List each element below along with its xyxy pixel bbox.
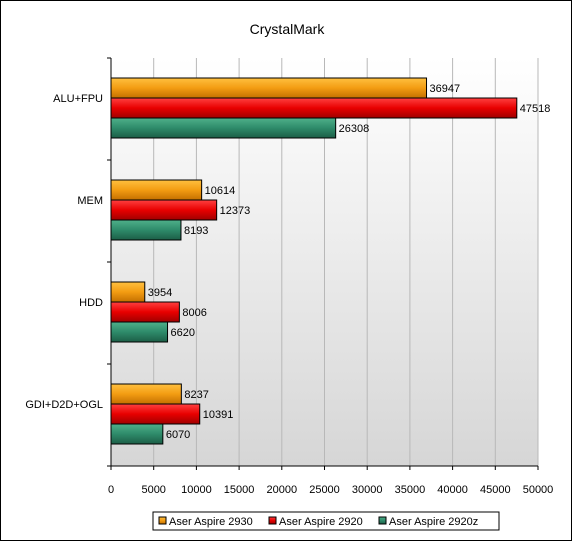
x-tick-label: 10000 (181, 484, 212, 496)
data-label: 8006 (182, 307, 206, 319)
bar (110, 321, 169, 343)
bar (110, 383, 182, 405)
legend-label-2930: Aser Aspire 2930 (169, 516, 253, 528)
x-tick-label: 5000 (141, 484, 165, 496)
bar (110, 281, 146, 303)
bar (110, 423, 164, 445)
category-label: ALU+FPU (53, 93, 103, 105)
chart-title: CrystalMark (250, 21, 326, 37)
legend-label-2920z: Aser Aspire 2920z (389, 516, 478, 528)
data-label: 36947 (430, 83, 461, 95)
data-label: 6070 (166, 429, 190, 441)
category-label: MEM (77, 195, 103, 207)
bar (110, 301, 180, 323)
bar (110, 199, 218, 221)
x-tick-label: 25000 (309, 484, 340, 496)
legend-swatch-2920 (268, 516, 277, 525)
legend: Aser Aspire 2930 Aser Aspire 2920 Aser A… (152, 511, 500, 531)
x-tick-label: 0 (108, 484, 114, 496)
axes-group (107, 57, 539, 470)
data-label: 6620 (171, 327, 195, 339)
bar (110, 219, 182, 241)
legend-swatch-2920z (378, 516, 387, 525)
legend-box (152, 511, 500, 531)
x-tick-label: 50000 (523, 484, 554, 496)
category-label: HDD (79, 297, 103, 309)
bar (110, 97, 518, 119)
data-label: 3954 (148, 287, 172, 299)
category-label: GDI+D2D+OGL (25, 399, 103, 411)
data-label: 26308 (339, 123, 370, 135)
bar (110, 179, 203, 201)
bars-group (110, 77, 518, 445)
x-tick-label: 15000 (224, 484, 255, 496)
data-label: 47518 (520, 103, 551, 115)
legend-label-2920: Aser Aspire 2920 (279, 516, 363, 528)
data-label: 12373 (220, 205, 251, 217)
bar (110, 403, 201, 425)
data-label: 10614 (205, 185, 236, 197)
data-label: 8193 (184, 225, 208, 237)
x-tick-label: 40000 (437, 484, 468, 496)
data-label: 8237 (184, 389, 208, 401)
labels-group: 0 5000 10000 15000 20000 25000 30000 35000 40000… (25, 83, 553, 496)
x-tick-label: 45000 (480, 484, 511, 496)
x-tick-label: 20000 (267, 484, 298, 496)
legend-swatch-2930 (158, 516, 167, 525)
bar (110, 77, 428, 99)
data-label: 10391 (203, 409, 234, 421)
x-tick-label: 35000 (395, 484, 426, 496)
x-tick-label: 30000 (352, 484, 383, 496)
bar (110, 117, 337, 139)
